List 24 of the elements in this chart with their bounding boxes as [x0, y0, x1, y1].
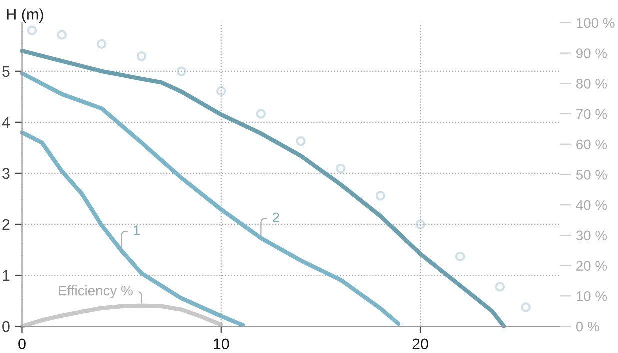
x-tick-label: 10 [214, 338, 230, 350]
y2-tick-label: 70 % [576, 109, 608, 120]
y-tick-label: 3 [2, 168, 10, 180]
y2-tick-label: 40 % [576, 200, 608, 210]
y-tick-label: 5 [2, 66, 10, 78]
y2-tick-label: 20 % [576, 261, 608, 271]
y2-tick-label: 60 % [576, 140, 608, 150]
y2-tick-label: 30 % [576, 230, 608, 241]
series-label: Efficiency % [59, 286, 133, 298]
y-tick-label: 0 [2, 321, 10, 332]
y-axis-title: H (m) [7, 8, 44, 23]
y-tick-label: 4 [2, 117, 10, 128]
y-tick-label: 2 [2, 219, 10, 230]
series-label: 1 [134, 226, 140, 236]
y2-tick-label: 90 % [576, 48, 608, 58]
series-label: 2 [273, 212, 280, 222]
y2-tick-label: 50 % [576, 170, 608, 180]
y-tick-label: 1 [3, 270, 10, 282]
y2-tick-label: 0 % [576, 322, 600, 332]
x-tick-label: 0 [18, 338, 26, 350]
y2-tick-label: 100 % [576, 18, 615, 28]
y2-tick-label: 10 % [576, 292, 608, 302]
y2-tick-label: 80 % [576, 78, 608, 89]
x-tick-label: 20 [412, 338, 428, 350]
